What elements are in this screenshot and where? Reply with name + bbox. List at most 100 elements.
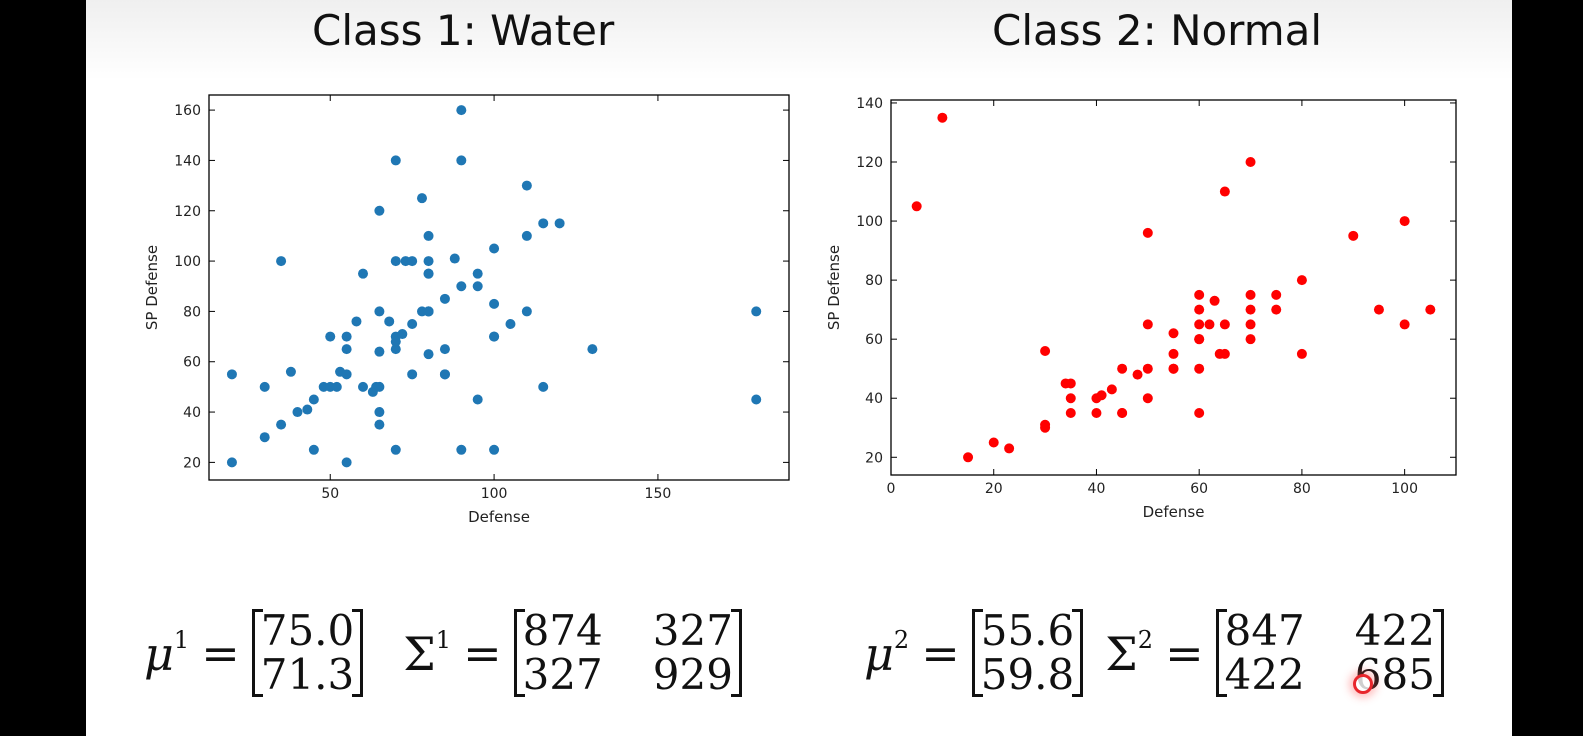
data-point (1096, 390, 1107, 401)
data-point (308, 444, 319, 455)
data-point (505, 318, 516, 329)
data-point (407, 369, 418, 380)
data-point (521, 306, 532, 317)
data-point (374, 407, 385, 418)
data-point (308, 394, 319, 405)
data-point (1219, 319, 1230, 330)
data-point (407, 256, 418, 267)
data-point (390, 344, 401, 355)
data-point (439, 344, 450, 355)
formula-class1: μ1 = 75.0 71.3 Σ1 = 874 327 327 929 (144, 598, 742, 708)
data-point (1296, 275, 1307, 286)
x-tick-label: 60 (1190, 481, 1208, 497)
chart-title-water: Class 1: Water (312, 6, 615, 55)
data-point (1245, 304, 1256, 315)
data-point (1399, 216, 1410, 227)
data-point (341, 369, 352, 380)
data-point (285, 366, 296, 377)
data-point (1204, 319, 1215, 330)
x-tick-label: 80 (1293, 481, 1311, 497)
data-point (963, 452, 974, 463)
data-point (276, 256, 287, 267)
data-point (341, 457, 352, 468)
data-point (472, 281, 483, 292)
y-axis-label: SP Defense (825, 245, 843, 330)
data-point (1065, 378, 1076, 389)
data-point (1106, 384, 1117, 395)
data-point (538, 381, 549, 392)
mu-symbol-1: μ1 (144, 625, 190, 681)
data-point (1142, 227, 1153, 238)
data-point (390, 155, 401, 166)
x-tick-label: 150 (645, 486, 672, 502)
data-point (423, 268, 434, 279)
mean-vector-1: 75.0 71.3 (251, 606, 364, 697)
data-point (472, 268, 483, 279)
data-point (341, 344, 352, 355)
data-point (1219, 186, 1230, 197)
y-tick-label: 100 (856, 214, 883, 230)
cov-value: 327 (522, 650, 603, 699)
y-tick-label: 40 (865, 391, 883, 407)
data-point (1132, 369, 1143, 380)
mouse-cursor-indicator (1353, 674, 1373, 694)
mean-value: 59.8 (980, 650, 1075, 699)
x-tick-label: 100 (481, 486, 508, 502)
data-point (351, 316, 362, 327)
data-point (259, 381, 270, 392)
data-point (1004, 443, 1015, 454)
data-point (416, 193, 427, 204)
y-tick-label: 20 (865, 450, 883, 466)
data-point (1194, 363, 1205, 374)
data-point (374, 381, 385, 392)
formula-class2: μ2 = 55.6 59.8 Σ2 = 847 422 422 685 (864, 598, 1444, 708)
data-point (456, 444, 467, 455)
y-axis-label: SP Defense (143, 245, 161, 330)
data-point (489, 331, 500, 342)
data-point (1271, 304, 1282, 315)
data-point (374, 306, 385, 317)
data-point (1194, 289, 1205, 300)
data-point (423, 349, 434, 360)
x-axis-label: Defense (1143, 503, 1205, 521)
data-point (472, 394, 483, 405)
data-point (390, 336, 401, 347)
cov-value: 327 (652, 606, 733, 655)
data-point (292, 407, 303, 418)
cov-value: 422 (1224, 650, 1305, 699)
data-point (276, 419, 287, 430)
mean-value: 75.0 (260, 606, 355, 655)
y-tick-label: 140 (856, 96, 883, 112)
data-point (325, 331, 336, 342)
data-point (1373, 304, 1384, 315)
data-point (1065, 393, 1076, 404)
data-point (341, 331, 352, 342)
data-point (456, 281, 467, 292)
data-point (449, 253, 460, 264)
cov-value: 422 (1354, 606, 1435, 655)
equals-sign: = (921, 626, 960, 680)
data-point (226, 457, 237, 468)
data-point (1296, 348, 1307, 359)
y-tick-label: 60 (865, 332, 883, 348)
data-point (521, 180, 532, 191)
data-point (1117, 407, 1128, 418)
y-tick-label: 160 (174, 103, 201, 119)
mean-value: 55.6 (980, 606, 1075, 655)
plot-frame (890, 99, 1457, 476)
sigma-symbol-1: Σ1 (403, 625, 452, 681)
data-point (1168, 363, 1179, 374)
data-point (554, 218, 565, 229)
y-tick-label: 60 (183, 355, 201, 371)
data-point (1168, 328, 1179, 339)
data-point (456, 155, 467, 166)
cov-value: 874 (522, 606, 603, 655)
data-point (1245, 289, 1256, 300)
y-tick-label: 100 (174, 254, 201, 270)
data-point (439, 369, 450, 380)
sigma-symbol-2: Σ2 (1105, 625, 1154, 681)
y-tick-label: 140 (174, 153, 201, 169)
data-point (489, 243, 500, 254)
x-tick-label: 40 (1088, 481, 1106, 497)
